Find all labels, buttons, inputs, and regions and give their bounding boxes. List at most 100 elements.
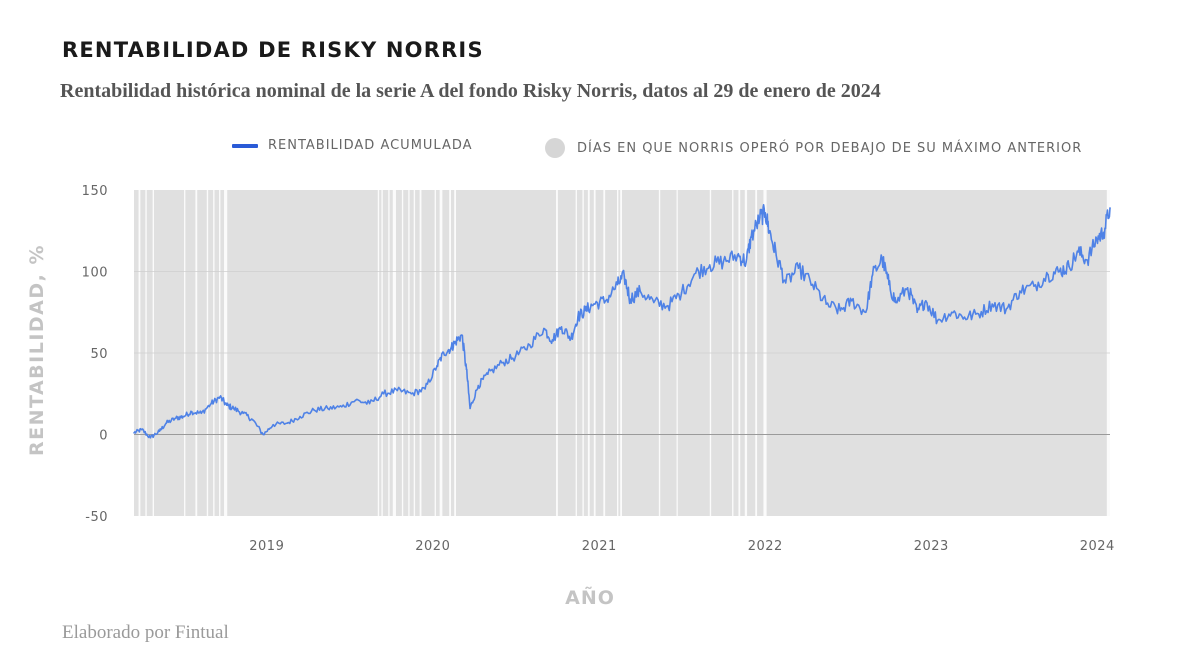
data-point-13 xyxy=(242,412,244,415)
data-point-24 xyxy=(382,392,385,395)
legend-line-swatch xyxy=(232,143,258,148)
data-point-38 xyxy=(514,355,517,358)
data-point-12 xyxy=(232,407,235,410)
chart-subtitle: Rentabilidad histórica nominal de la ser… xyxy=(60,80,881,102)
data-point-19 xyxy=(313,409,315,411)
y-axis-title: RENTABILIDAD, % xyxy=(26,244,48,456)
data-point-36 xyxy=(487,373,489,375)
data-point-64 xyxy=(775,254,777,256)
legend-item-below-max: DÍAS EN QUE NORRIS OPERÓ POR DEBAJO DE S… xyxy=(545,138,1082,158)
data-point-57 xyxy=(722,260,725,263)
data-point-44 xyxy=(577,316,579,318)
data-point-53 xyxy=(667,304,669,307)
data-point-23 xyxy=(368,402,371,405)
data-point-74 xyxy=(888,283,890,286)
x-tick-label-2021: 2021 xyxy=(582,539,617,554)
chart-title: RENTABILIDAD DE RISKY NORRIS xyxy=(62,38,484,62)
data-point-31 xyxy=(454,340,457,343)
data-point-89 xyxy=(1068,265,1070,268)
data-point-48 xyxy=(616,283,619,286)
data-point-49 xyxy=(623,275,626,278)
x-tick-label-2024: 2024 xyxy=(1080,539,1115,554)
data-point-37 xyxy=(501,361,503,364)
data-point-29 xyxy=(442,352,445,354)
data-point-91 xyxy=(1086,259,1089,261)
data-point-67 xyxy=(811,283,814,286)
data-point-92 xyxy=(1096,238,1098,240)
data-point-68 xyxy=(825,303,828,305)
data-point-65 xyxy=(784,282,787,284)
data-point-28 xyxy=(436,365,438,367)
data-point-69 xyxy=(839,309,842,312)
x-axis-title: AÑO xyxy=(565,585,615,609)
x-tick-label-2019: 2019 xyxy=(249,539,284,554)
data-point-43 xyxy=(570,337,572,340)
y-tick-label-150: 150 xyxy=(82,184,108,199)
data-point-60 xyxy=(750,236,752,239)
data-point-77 xyxy=(916,311,918,314)
data-point-8 xyxy=(200,412,203,415)
data-point-33 xyxy=(465,368,468,371)
data-point-78 xyxy=(925,300,927,302)
data-point-45 xyxy=(584,309,586,312)
data-point-10 xyxy=(219,396,221,398)
data-point-58 xyxy=(736,254,739,256)
data-point-63 xyxy=(768,229,771,232)
y-tick-label-100: 100 xyxy=(82,266,108,281)
data-point-71 xyxy=(864,311,867,314)
data-point-4 xyxy=(165,422,168,424)
footer-credit: Elaborado por Fintual xyxy=(62,622,229,643)
data-point-93 xyxy=(1102,231,1105,234)
data-point-14 xyxy=(251,419,254,421)
data-point-47 xyxy=(604,300,607,302)
legend-dot-swatch xyxy=(545,138,565,158)
data-point-18 xyxy=(299,415,301,418)
data-point-81 xyxy=(963,316,966,318)
data-point-73 xyxy=(881,257,883,260)
data-point-75 xyxy=(894,301,897,304)
data-point-1 xyxy=(140,428,143,431)
data-point-46 xyxy=(593,303,595,305)
data-point-7 xyxy=(190,410,193,413)
data-point-55 xyxy=(694,272,697,274)
data-point-11 xyxy=(225,404,228,406)
data-point-39 xyxy=(528,344,531,346)
data-point-42 xyxy=(560,326,563,328)
data-point-16 xyxy=(272,423,274,426)
data-point-84 xyxy=(1005,308,1008,310)
data-point-86 xyxy=(1033,285,1035,287)
data-point-6 xyxy=(182,415,184,418)
legend-label-cumulative-return: RENTABILIDAD ACUMULADA xyxy=(268,138,473,153)
data-point-26 xyxy=(410,392,413,395)
data-point-82 xyxy=(977,313,980,315)
data-point-87 xyxy=(1047,273,1049,276)
data-point-54 xyxy=(680,291,683,294)
data-point-88 xyxy=(1058,270,1061,273)
legend-label-below-max: DÍAS EN QUE NORRIS OPERÓ POR DEBAJO DE S… xyxy=(577,140,1083,156)
data-point-90 xyxy=(1077,251,1079,253)
y-tick-label-50: 50 xyxy=(90,347,108,362)
data-point-80 xyxy=(950,311,953,314)
x-tick-label-2023: 2023 xyxy=(914,539,949,554)
data-point-20 xyxy=(326,407,329,410)
data-point-9 xyxy=(210,402,213,405)
data-point-85 xyxy=(1019,290,1021,292)
data-point-41 xyxy=(551,339,554,341)
data-point-27 xyxy=(424,388,426,390)
data-point-32 xyxy=(461,334,463,336)
data-point-21 xyxy=(341,405,343,408)
data-point-72 xyxy=(871,273,874,276)
data-point-15 xyxy=(262,433,264,436)
y-tick-label-0: 0 xyxy=(99,429,108,444)
data-point-62 xyxy=(764,212,767,214)
y-tick-label--50: -50 xyxy=(85,510,108,525)
data-point-30 xyxy=(450,347,452,349)
x-tick-label-2022: 2022 xyxy=(748,539,783,554)
x-tick-label-2020: 2020 xyxy=(415,539,450,554)
data-point-34 xyxy=(469,407,471,410)
data-point-79 xyxy=(936,319,939,322)
data-point-70 xyxy=(850,300,853,302)
data-point-3 xyxy=(158,430,161,433)
data-point-22 xyxy=(354,399,357,402)
data-point-56 xyxy=(708,264,711,266)
